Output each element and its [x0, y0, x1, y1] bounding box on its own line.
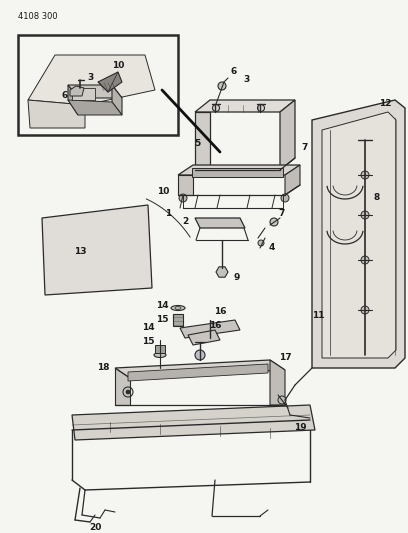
Text: 7: 7: [279, 209, 285, 219]
Circle shape: [278, 396, 286, 404]
Circle shape: [213, 104, 220, 111]
Text: 16: 16: [214, 308, 226, 317]
Polygon shape: [28, 100, 85, 128]
Text: 3: 3: [244, 76, 250, 85]
Circle shape: [179, 194, 187, 202]
Text: 9: 9: [234, 273, 240, 282]
Polygon shape: [115, 360, 285, 378]
Text: 5: 5: [194, 139, 200, 148]
Circle shape: [195, 350, 205, 360]
Circle shape: [361, 171, 369, 179]
Text: 11: 11: [312, 311, 324, 319]
Polygon shape: [28, 55, 155, 105]
Polygon shape: [322, 112, 396, 358]
Circle shape: [270, 218, 278, 226]
Text: 13: 13: [74, 247, 86, 256]
Polygon shape: [285, 165, 300, 195]
Polygon shape: [178, 175, 193, 195]
Polygon shape: [195, 100, 295, 112]
Text: 10: 10: [112, 61, 124, 69]
Polygon shape: [270, 360, 285, 405]
Circle shape: [361, 306, 369, 314]
Polygon shape: [42, 205, 152, 295]
Circle shape: [257, 104, 264, 111]
Text: 15: 15: [156, 316, 168, 325]
Text: 8: 8: [374, 193, 380, 203]
Polygon shape: [188, 330, 220, 345]
Circle shape: [218, 82, 226, 90]
Polygon shape: [312, 100, 405, 368]
Text: 1: 1: [165, 208, 171, 217]
Polygon shape: [280, 100, 295, 170]
Bar: [18, 35, 178, 135]
Circle shape: [361, 256, 369, 264]
Text: 16: 16: [209, 320, 221, 329]
Bar: [173, 314, 183, 326]
Polygon shape: [128, 364, 268, 381]
Text: 10: 10: [157, 188, 169, 197]
Polygon shape: [68, 100, 122, 115]
Polygon shape: [72, 88, 95, 100]
Polygon shape: [195, 112, 210, 170]
Text: 4108 300: 4108 300: [18, 12, 58, 21]
Text: 18: 18: [97, 364, 109, 373]
Circle shape: [361, 211, 369, 219]
Text: 14: 14: [156, 301, 169, 310]
Polygon shape: [195, 218, 245, 228]
Text: 17: 17: [279, 353, 291, 362]
Circle shape: [258, 240, 264, 246]
Bar: [155, 345, 165, 353]
Text: 7: 7: [302, 143, 308, 152]
Ellipse shape: [154, 352, 166, 358]
Text: 6: 6: [62, 91, 68, 100]
Ellipse shape: [171, 305, 185, 311]
Circle shape: [126, 390, 130, 394]
Polygon shape: [68, 85, 78, 115]
Polygon shape: [72, 405, 315, 440]
Text: 4: 4: [269, 244, 275, 253]
Polygon shape: [68, 85, 122, 98]
Text: 2: 2: [182, 217, 188, 227]
Text: 14: 14: [142, 324, 154, 333]
Text: 19: 19: [294, 424, 306, 432]
Polygon shape: [112, 85, 122, 115]
Text: 20: 20: [89, 522, 101, 531]
Text: 6: 6: [231, 68, 237, 77]
Polygon shape: [180, 320, 240, 338]
Polygon shape: [192, 168, 283, 177]
Polygon shape: [115, 368, 130, 405]
Circle shape: [281, 194, 289, 202]
Ellipse shape: [175, 306, 181, 310]
Polygon shape: [70, 86, 84, 96]
Polygon shape: [178, 165, 300, 175]
Text: 3: 3: [88, 74, 94, 83]
Text: 15: 15: [142, 337, 154, 346]
Text: 12: 12: [379, 100, 391, 109]
Polygon shape: [98, 72, 122, 92]
